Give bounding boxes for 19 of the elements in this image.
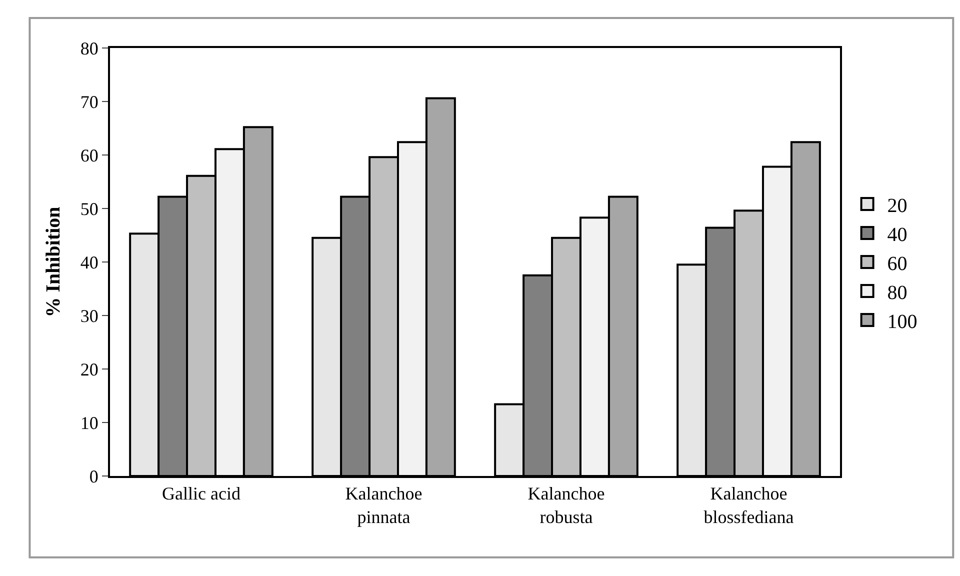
legend-label: 20 [887,194,908,217]
legend-label: 40 [887,224,908,246]
x-tick-label: Kalanchoe blossfediana [704,484,794,527]
x-tick-label: Kalanchoe robusta [528,484,605,527]
y-tick-label: 30 [80,306,98,326]
y-tick-label: 0 [89,466,98,486]
y-tick-label: 40 [80,252,98,272]
y-tick-label: 60 [80,145,98,166]
y-axis-title: % Inhibition [42,206,64,318]
y-tick-label: 20 [80,359,98,380]
y-tick-label: 70 [80,92,98,112]
y-tick-label: 10 [80,412,98,433]
legend-label: 60 [887,252,908,275]
y-tick-label: 80 [80,38,98,58]
x-tick-label: Gallic acid [162,484,240,504]
y-tick-label: 50 [80,198,98,219]
legend-label: 100 [887,310,918,333]
legend-label: 80 [887,282,908,304]
x-tick-label: Kalanchoe pinnata [345,484,422,527]
